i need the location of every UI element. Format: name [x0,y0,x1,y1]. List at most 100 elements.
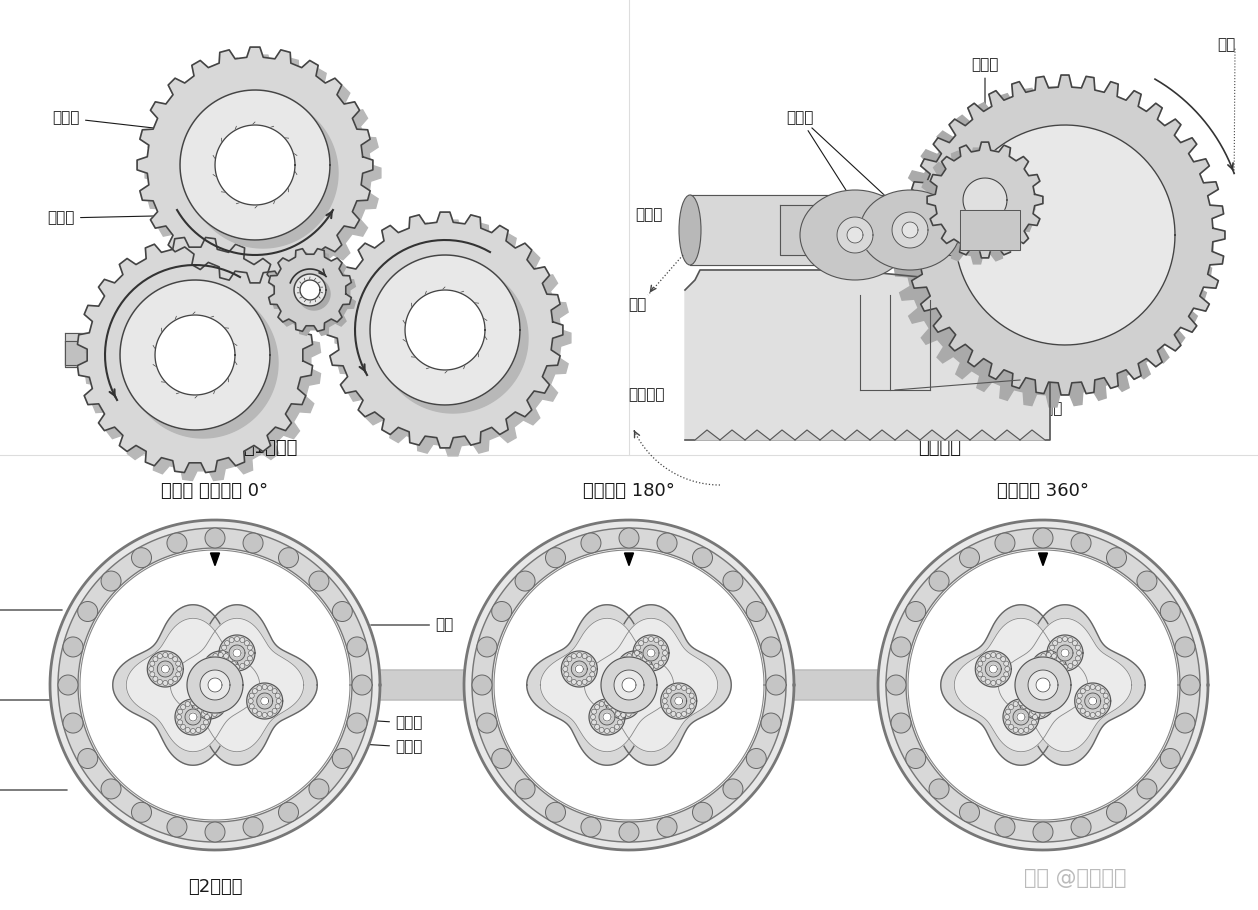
Circle shape [209,657,214,662]
Polygon shape [837,217,873,253]
Polygon shape [1003,699,1039,735]
Circle shape [1009,724,1014,730]
Polygon shape [908,550,1177,820]
Polygon shape [960,210,1020,250]
Circle shape [204,720,209,725]
Circle shape [1057,638,1062,642]
Text: 曲柄轴部: 曲柄轴部 [918,439,961,457]
Polygon shape [756,655,921,715]
Circle shape [63,713,83,733]
Polygon shape [216,665,225,673]
Circle shape [1028,704,1033,710]
Circle shape [1032,709,1037,714]
Circle shape [272,689,277,693]
Polygon shape [1074,683,1111,719]
Circle shape [619,528,639,548]
Circle shape [206,713,211,717]
Circle shape [262,684,267,690]
Circle shape [654,638,659,642]
Circle shape [278,548,298,568]
Polygon shape [660,683,697,719]
Circle shape [1096,712,1101,716]
Circle shape [1091,713,1096,717]
Circle shape [1009,704,1014,710]
Circle shape [671,712,676,716]
Circle shape [1059,662,1064,666]
Circle shape [1052,680,1057,684]
Circle shape [249,703,254,709]
Circle shape [1019,701,1024,705]
Circle shape [671,685,676,691]
Polygon shape [945,430,970,440]
Circle shape [1049,645,1054,650]
Circle shape [276,693,281,698]
Circle shape [960,803,980,823]
Text: 第2级减速: 第2级减速 [187,878,243,896]
Text: RV齿轮: RV齿轮 [932,400,1063,418]
Ellipse shape [860,190,960,270]
Polygon shape [892,212,928,248]
Circle shape [638,653,643,659]
Polygon shape [1016,713,1025,721]
Circle shape [78,749,98,769]
Circle shape [209,676,214,682]
Circle shape [1076,699,1081,703]
Circle shape [1004,714,1009,720]
Circle shape [268,712,273,716]
Circle shape [657,533,677,553]
Circle shape [332,749,352,769]
Circle shape [746,749,766,769]
Polygon shape [619,697,628,705]
Text: 旋转角度 180°: 旋转角度 180° [582,482,676,500]
Circle shape [262,713,267,717]
Text: 传动轴: 传动轴 [0,602,62,618]
Circle shape [615,685,620,691]
Circle shape [654,663,659,669]
Circle shape [153,657,159,662]
Circle shape [1013,702,1018,706]
Circle shape [564,662,569,666]
Circle shape [515,571,535,592]
Circle shape [649,636,653,642]
Circle shape [635,656,640,661]
Circle shape [198,689,201,693]
Polygon shape [370,255,520,405]
Circle shape [590,672,595,677]
Polygon shape [970,430,995,440]
Circle shape [595,704,600,710]
Polygon shape [571,661,587,677]
Circle shape [623,657,628,662]
Polygon shape [571,605,731,765]
Circle shape [278,803,298,823]
Text: 偏心运动: 偏心运动 [628,388,664,402]
Polygon shape [540,618,674,752]
Polygon shape [257,693,273,709]
Circle shape [619,822,639,842]
Circle shape [234,636,239,642]
Polygon shape [599,709,615,725]
Circle shape [686,708,691,713]
Circle shape [1004,662,1009,666]
Polygon shape [989,665,998,673]
Polygon shape [643,645,659,661]
Circle shape [1033,714,1038,720]
Polygon shape [86,246,321,480]
Circle shape [1037,657,1042,662]
Circle shape [153,676,159,682]
Polygon shape [294,274,326,306]
Circle shape [626,680,632,684]
Circle shape [1044,708,1049,713]
Circle shape [243,533,263,553]
Circle shape [995,533,1015,553]
Circle shape [492,749,512,769]
Polygon shape [147,651,184,687]
Circle shape [567,676,572,682]
Circle shape [1076,656,1081,661]
Circle shape [626,712,632,716]
Circle shape [332,602,352,622]
Polygon shape [187,98,338,248]
Circle shape [257,712,262,716]
Polygon shape [1037,678,1050,692]
Circle shape [1053,661,1058,665]
Circle shape [204,666,209,672]
